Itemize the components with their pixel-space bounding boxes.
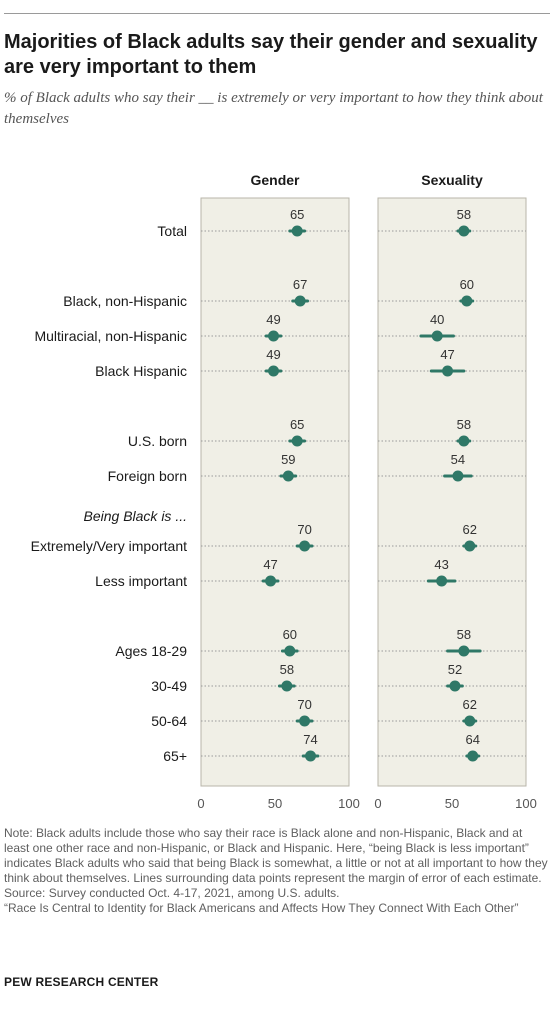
data-label: 58: [457, 207, 471, 222]
data-point: [461, 295, 473, 307]
data-label: 58: [280, 662, 294, 677]
panel-1-background: [377, 197, 527, 787]
data-point: [458, 225, 470, 237]
dot-plot: Gender Sexuality Total Black, non-Hispanic M…: [31, 172, 537, 811]
data-label: 58: [457, 417, 471, 432]
data-point: [284, 645, 296, 657]
x-tick-label: 0: [197, 796, 204, 811]
data-point: [282, 470, 294, 482]
data-label: 58: [457, 627, 471, 642]
data-label: 67: [293, 277, 307, 292]
data-point: [291, 435, 303, 447]
chart-title: Majorities of Black adults say their gen…: [4, 31, 538, 78]
data-point: [305, 750, 317, 762]
row-label: U.S. born: [128, 433, 187, 449]
data-point: [464, 540, 476, 552]
data-point: [299, 540, 311, 552]
x-tick-label: 50: [268, 796, 282, 811]
data-point: [467, 750, 479, 762]
footer-brand: PEW RESEARCH CENTER: [4, 975, 159, 989]
data-point: [452, 470, 464, 482]
data-point: [458, 435, 470, 447]
data-label: 43: [434, 557, 448, 572]
data-label: 59: [281, 452, 295, 467]
row-label: Foreign born: [108, 468, 187, 484]
row-label: 30-49: [151, 678, 187, 694]
data-point: [431, 330, 443, 342]
x-tick-label: 50: [445, 796, 459, 811]
data-point: [442, 365, 454, 377]
x-tick-label: 0: [374, 796, 381, 811]
row-label: Extremely/Very important: [31, 538, 187, 554]
data-label: 62: [463, 522, 477, 537]
row-label: Ages 18-29: [115, 643, 187, 659]
row-label: Black, non-Hispanic: [63, 293, 187, 309]
data-point: [268, 365, 280, 377]
data-label: 65: [290, 417, 304, 432]
x-tick-label: 100: [338, 796, 360, 811]
data-label: 62: [463, 697, 477, 712]
row-label: 50-64: [151, 713, 187, 729]
data-point: [458, 645, 470, 657]
data-label: 64: [465, 732, 479, 747]
notes-block: Note: Black adults include those who say…: [4, 826, 548, 916]
section-header: Being Black is ...: [84, 508, 188, 524]
data-point: [268, 330, 280, 342]
data-point: [299, 715, 311, 727]
data-label: 74: [303, 732, 317, 747]
report-title: “Race Is Central to Identity for Black A…: [4, 901, 519, 915]
data-point: [281, 680, 293, 692]
chart-subtitle: % of Black adults who say their __ is ex…: [4, 90, 543, 127]
data-label: 60: [283, 627, 297, 642]
data-point: [291, 225, 303, 237]
data-point: [265, 575, 277, 587]
data-point: [294, 295, 306, 307]
row-label: Multiracial, non-Hispanic: [34, 328, 187, 344]
data-point: [436, 575, 448, 587]
x-tick-label: 100: [515, 796, 537, 811]
panel-title-1: Sexuality: [421, 172, 483, 188]
data-label: 49: [266, 312, 280, 327]
data-label: 70: [297, 522, 311, 537]
source-text: Source: Survey conducted Oct. 4-17, 2021…: [4, 886, 340, 900]
data-point: [449, 680, 461, 692]
top-rule: [4, 13, 550, 14]
data-label: 40: [430, 312, 444, 327]
data-point: [464, 715, 476, 727]
row-label: Total: [157, 223, 187, 239]
data-label: 49: [266, 347, 280, 362]
data-label: 65: [290, 207, 304, 222]
data-label: 60: [460, 277, 474, 292]
data-label: 47: [440, 347, 454, 362]
panel-0-background: [200, 197, 350, 787]
data-label: 70: [297, 697, 311, 712]
row-label: Less important: [95, 573, 187, 589]
data-label: 54: [451, 452, 465, 467]
data-label: 47: [263, 557, 277, 572]
row-label: Black Hispanic: [95, 363, 187, 379]
data-label: 52: [448, 662, 462, 677]
row-label: 65+: [163, 748, 187, 764]
panel-title-0: Gender: [250, 172, 300, 188]
note-text: Note: Black adults include those who say…: [4, 826, 548, 885]
